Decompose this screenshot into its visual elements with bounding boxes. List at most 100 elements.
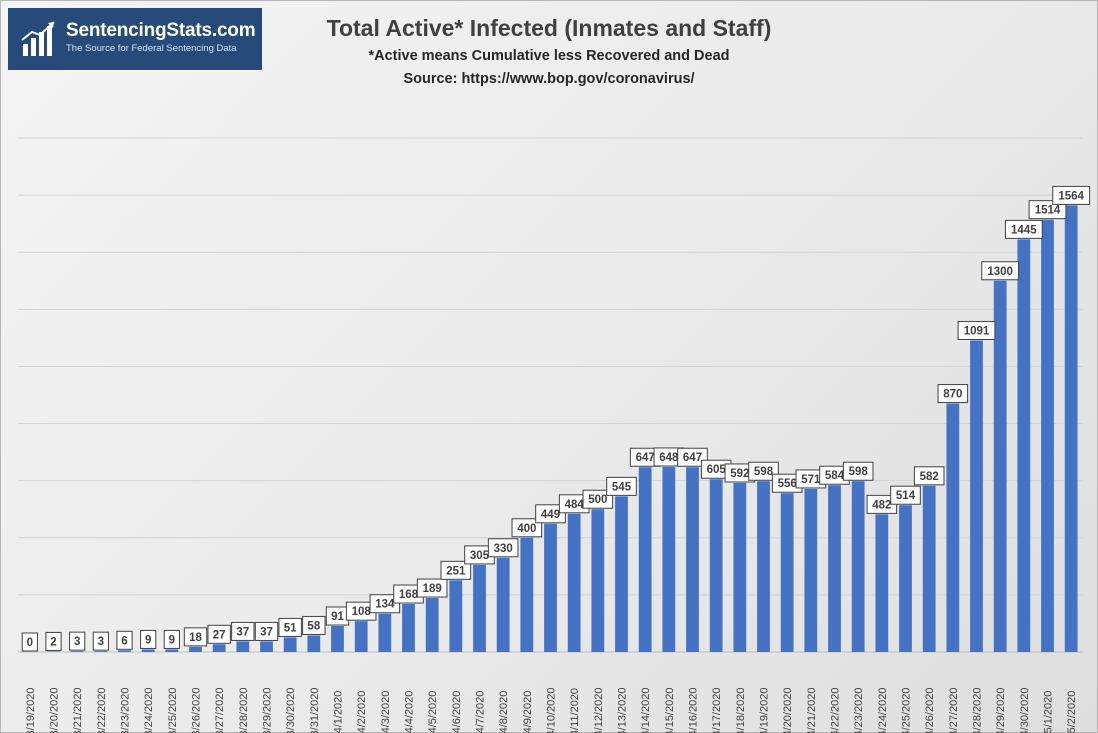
bar — [449, 580, 463, 652]
x-tick-label: 4/17/2020 — [711, 688, 723, 733]
bar — [425, 598, 439, 652]
data-label: 1564 — [1058, 190, 1084, 202]
data-label-box — [231, 621, 255, 641]
x-tick-label: 5/2/2020 — [1066, 691, 1078, 733]
chart-subtitle: *Active means Cumulative less Recovered … — [368, 48, 730, 64]
x-tick-label: 4/12/2020 — [593, 688, 605, 733]
data-label: 571 — [801, 474, 821, 486]
data-label: 545 — [612, 481, 632, 493]
bar — [496, 557, 510, 652]
data-label: 9 — [145, 634, 151, 646]
data-label: 647 — [636, 452, 655, 464]
x-tick-label: 4/29/2020 — [995, 688, 1007, 733]
data-label: 592 — [730, 468, 749, 480]
data-label-box — [913, 466, 945, 486]
data-label-box — [511, 518, 543, 538]
data-label: 449 — [541, 509, 560, 521]
data-label: 500 — [588, 494, 607, 506]
bar — [47, 651, 60, 652]
x-tick-label: 4/22/2020 — [830, 688, 842, 733]
data-label: 2 — [50, 636, 56, 648]
x-tick-label: 3/28/2020 — [238, 688, 250, 733]
data-label-box — [183, 627, 208, 647]
bar — [875, 514, 889, 652]
bar — [354, 621, 368, 652]
data-label-box — [163, 629, 180, 649]
bar — [118, 650, 131, 652]
bar — [662, 466, 676, 652]
data-label-box — [254, 621, 279, 641]
bar — [804, 488, 818, 652]
x-tick-label: 3/31/2020 — [309, 688, 321, 733]
x-tick-label: 3/22/2020 — [96, 688, 108, 733]
bar — [544, 523, 557, 652]
data-label-box — [116, 630, 133, 650]
bar — [520, 537, 534, 652]
data-label: 605 — [707, 464, 727, 476]
x-tick-label: 4/3/2020 — [380, 691, 392, 733]
x-tick-label: 4/23/2020 — [853, 688, 865, 733]
x-tick-label: 5/1/2020 — [1043, 691, 1055, 733]
bar — [922, 485, 936, 652]
x-tick-label: 3/20/2020 — [49, 688, 61, 733]
data-label: 556 — [778, 478, 797, 490]
data-label-box — [207, 624, 231, 644]
data-label-box — [1004, 219, 1043, 239]
x-tick-label: 3/25/2020 — [167, 688, 179, 733]
bar — [780, 493, 794, 652]
data-label-box — [302, 615, 326, 635]
bar — [757, 481, 770, 652]
x-tick-label: 4/13/2020 — [617, 688, 629, 733]
data-label: 58 — [307, 620, 320, 632]
data-label: 584 — [825, 470, 845, 482]
bar-chart-logo-icon — [21, 21, 55, 56]
data-label: 482 — [872, 499, 891, 511]
x-tick-label: 3/29/2020 — [262, 688, 274, 733]
bar — [851, 481, 865, 652]
bar — [70, 651, 84, 652]
bar — [1041, 219, 1054, 652]
data-label-box — [748, 461, 779, 481]
data-label: 168 — [399, 589, 419, 601]
x-tick-label: 4/15/2020 — [664, 688, 676, 733]
data-label: 598 — [849, 466, 869, 478]
bar — [709, 479, 723, 652]
data-label: 134 — [375, 599, 395, 611]
bar — [189, 646, 202, 652]
data-label: 51 — [284, 622, 297, 634]
data-label-box — [21, 632, 38, 652]
bar — [970, 340, 983, 652]
bar — [378, 613, 392, 652]
x-tick-label: 4/14/2020 — [640, 688, 652, 733]
brand-tagline: The Source for Federal Sentencing Data — [66, 43, 237, 54]
data-label-box — [1052, 185, 1091, 205]
data-label-box — [535, 504, 566, 524]
x-tick-label: 4/11/2020 — [569, 688, 581, 733]
data-label: 0 — [27, 637, 33, 649]
data-label-box — [606, 476, 637, 496]
x-tick-label: 3/23/2020 — [120, 688, 132, 733]
x-tick-label: 4/4/2020 — [404, 691, 416, 733]
data-label-box — [981, 261, 1020, 281]
chart-source: Source: https://www.bop.gov/coronavirus/ — [403, 71, 695, 87]
data-label-box — [487, 538, 519, 558]
data-label-box — [937, 384, 969, 404]
data-label: 648 — [659, 452, 679, 464]
data-label-box — [45, 631, 62, 651]
data-label-box — [957, 320, 996, 340]
bar — [260, 641, 273, 652]
x-tick-label: 3/21/2020 — [72, 688, 84, 733]
bar — [615, 496, 628, 652]
bar — [686, 467, 699, 652]
x-tick-label: 4/2/2020 — [356, 691, 368, 733]
bar — [828, 485, 841, 652]
data-label: 484 — [565, 499, 585, 511]
x-tick-label: 4/16/2020 — [688, 688, 700, 733]
chart-title: Total Active* Infected (Inmates and Staf… — [326, 15, 772, 41]
brand-logo: SentencingStats.com The Source for Feder… — [8, 8, 262, 70]
data-label: 108 — [352, 606, 372, 618]
data-label: 3 — [98, 636, 104, 648]
bar — [283, 637, 297, 652]
x-tick-label: 4/18/2020 — [735, 688, 747, 733]
bar — [473, 564, 486, 652]
